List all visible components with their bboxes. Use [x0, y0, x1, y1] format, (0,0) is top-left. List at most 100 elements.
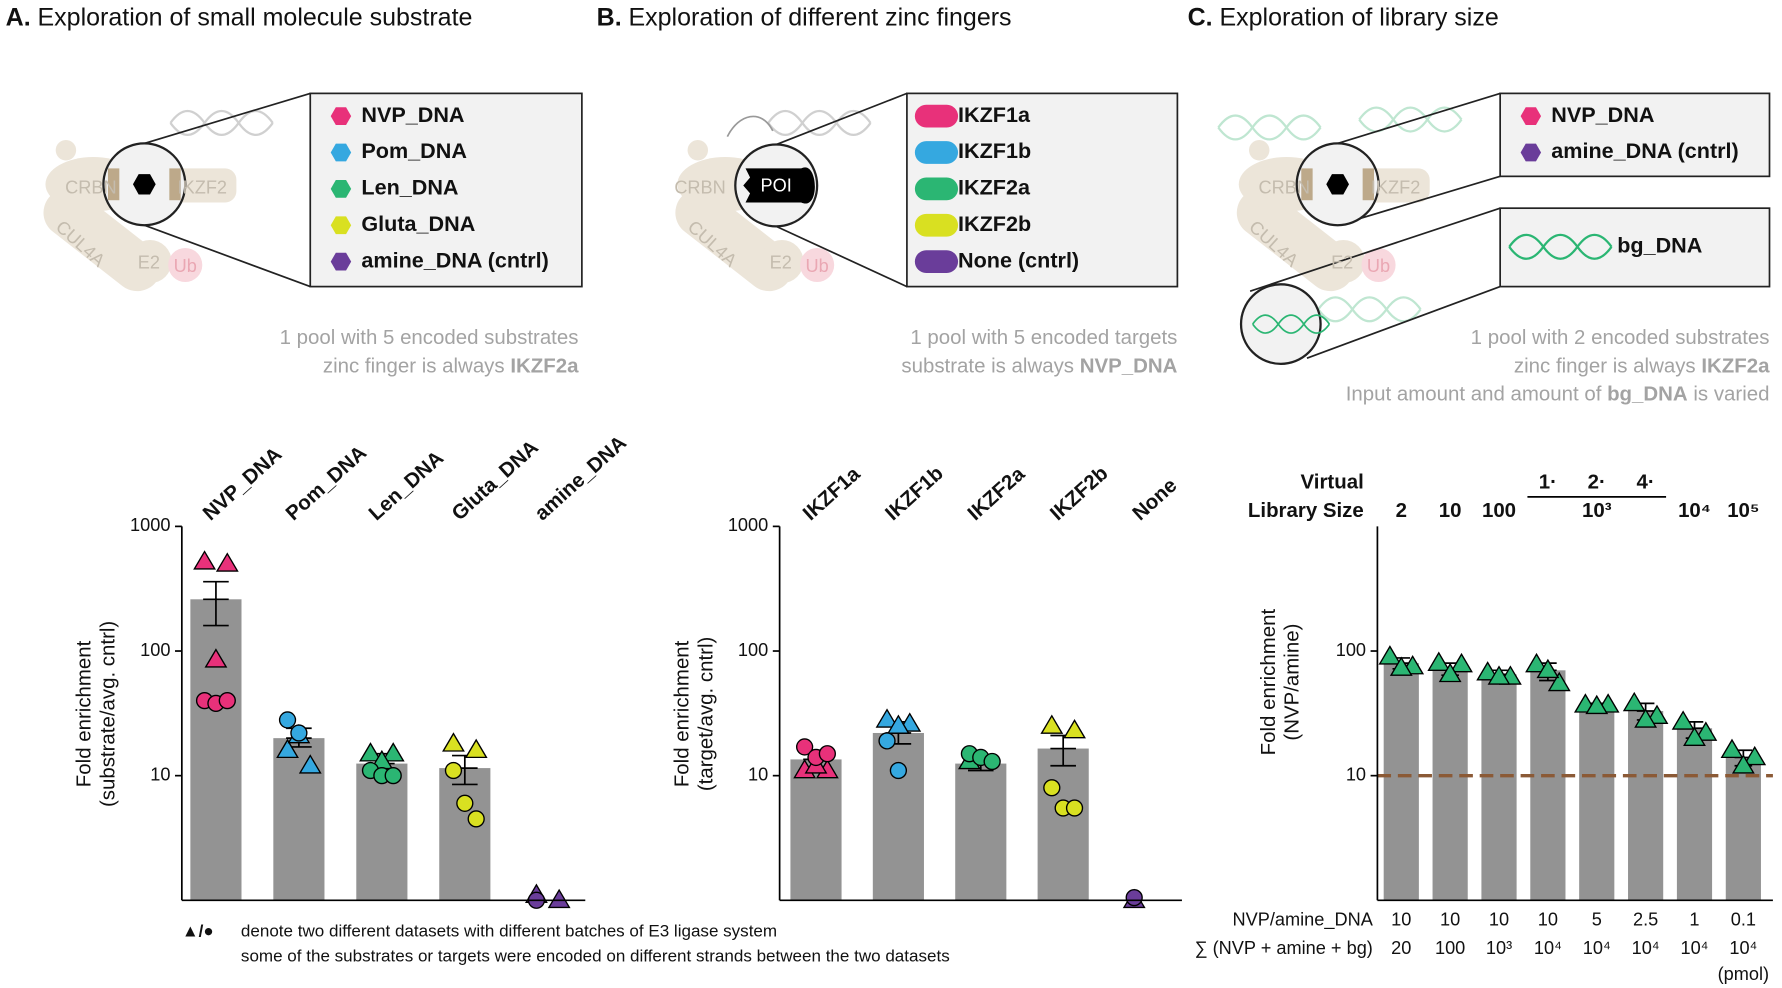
triangle-point: [359, 742, 382, 762]
diagram-label: E2: [770, 253, 792, 273]
diagram-a: CRBN IKZF2 CUL4A E2 Ub: [33, 92, 583, 301]
y-axis-label: Fold enrichment: [670, 640, 693, 787]
triangle-point: [215, 552, 239, 572]
panel-title: C. Exploration of library size: [1188, 3, 1499, 31]
x-category-label: Len_DNA: [364, 446, 448, 525]
triangle-point: [1743, 745, 1767, 766]
legend-icon: [1520, 107, 1542, 125]
triangle-point: [298, 754, 322, 774]
triangle-point: [204, 648, 228, 668]
circle-point: [983, 752, 1001, 771]
triangle-point: [1694, 721, 1718, 741]
triangle-point: [1378, 645, 1402, 665]
row-value: 10⁴: [1729, 938, 1757, 958]
legend-label: amine_DNA (cntrl): [361, 247, 548, 272]
x-category-label: IKZF1a: [798, 462, 864, 525]
y-axis-label: Fold enrichment: [73, 640, 96, 787]
y-axis-label: (substrate/avg. cntrl): [97, 621, 120, 807]
footnote-line: denote two different datasets with diffe…: [241, 922, 777, 941]
caption-part: NVP_DNA: [1080, 355, 1178, 378]
legend-label: Gluta_DNA: [361, 211, 475, 236]
row-value: 10: [1489, 910, 1509, 930]
row-value: 5: [1592, 910, 1602, 930]
bar: [790, 759, 842, 901]
header-label: Library Size: [1248, 499, 1364, 522]
x-category-label: 10⁵: [1727, 499, 1759, 522]
triangle-point: [1671, 710, 1695, 730]
circle-point: [1043, 779, 1061, 797]
caption: 1 pool with 5 encoded substrates: [280, 326, 579, 349]
x-category-label: IKZF2b: [1046, 462, 1113, 525]
y-tick-label: 10: [150, 764, 170, 784]
legend-label: bg_DNA: [1617, 233, 1703, 258]
diagram-c: CRBN IKZF2 CUL4A E2 Ub: [1217, 92, 1771, 366]
caption-part: IKZF2a: [1701, 355, 1770, 378]
legend-icon: [330, 107, 352, 125]
y-tick-label: 1000: [728, 515, 768, 535]
legend-icon: [1520, 143, 1542, 162]
bar: [955, 763, 1007, 901]
triangle-point: [381, 742, 405, 762]
x-category-label: 4·: [1637, 471, 1655, 494]
caption: zinc finger is always IKZF2a: [323, 355, 579, 378]
legend-icon: [914, 104, 959, 128]
circle-point: [878, 732, 896, 750]
x-category-label: IKZF2a: [963, 462, 1029, 525]
y-tick-label: 10: [748, 764, 768, 784]
triangle-point: [1536, 658, 1560, 679]
circle-point: [278, 711, 297, 729]
diagram-label: POI: [761, 175, 792, 195]
circle-point: [290, 724, 308, 742]
diagram-label: CRBN: [65, 178, 117, 198]
circle-point: [384, 767, 402, 785]
circle-point: [889, 761, 908, 780]
row-value: 2.5: [1633, 910, 1658, 930]
x-category-label: 1·: [1539, 471, 1557, 494]
triangle-point: [1063, 719, 1086, 739]
triangle-point: [193, 550, 216, 570]
bar: [1579, 706, 1615, 901]
legend-icon: [914, 250, 959, 273]
x-category-label: 2·: [1588, 471, 1606, 494]
triangle-point: [1476, 661, 1500, 681]
row-label: ∑ (NVP + amine + bg): [1195, 938, 1373, 958]
x-category-label: 10⁴: [1678, 499, 1711, 522]
triangle-point: [1389, 656, 1413, 676]
circle-point: [456, 794, 474, 812]
triangle-point: [886, 714, 910, 734]
caption: substrate is always NVP_DNA: [901, 355, 1177, 378]
x-category-label: None: [1128, 474, 1181, 525]
x-category-label: IKZF1b: [881, 462, 948, 525]
group-label: 10³: [1582, 499, 1612, 522]
legend-icon: [914, 141, 959, 164]
row-value: 10⁴: [1583, 938, 1611, 958]
caption-part: IKZF2a: [510, 355, 579, 378]
diagram-label: CRBN: [1258, 178, 1310, 198]
triangle-point: [464, 738, 488, 759]
header-label: Virtual: [1301, 471, 1364, 494]
legend-label: Len_DNA: [361, 175, 459, 200]
legend-icon: [330, 252, 352, 271]
caption-part: 1 pool with 5 encoded targets: [910, 326, 1177, 349]
x-category-label: Gluta_DNA: [447, 436, 543, 525]
diagram-label: CRBN: [674, 178, 726, 198]
bar: [1481, 674, 1517, 901]
x-category-label: 100: [1482, 499, 1516, 522]
legend-label: Pom_DNA: [361, 138, 467, 163]
x-category-label: Pom_DNA: [281, 441, 371, 525]
row-value: 10⁴: [1680, 938, 1708, 958]
legend-label: amine_DNA (cntrl): [1551, 138, 1738, 163]
bar: [1676, 728, 1713, 901]
triangle-point: [1585, 694, 1609, 715]
caption-part: Input amount and amount of: [1346, 383, 1607, 406]
caption-part: zinc finger is always: [1514, 355, 1701, 378]
legend-label: None (cntrl): [958, 247, 1079, 272]
triangle-point: [1622, 691, 1646, 712]
bar: [1383, 663, 1419, 901]
unit-note: (pmol): [1718, 964, 1770, 984]
circle-point: [795, 738, 814, 756]
caption: Input amount and amount of bg_DNA is var…: [1346, 383, 1770, 406]
legend-icon: [330, 179, 352, 198]
y-axis-label: Fold enrichment: [1257, 609, 1280, 756]
